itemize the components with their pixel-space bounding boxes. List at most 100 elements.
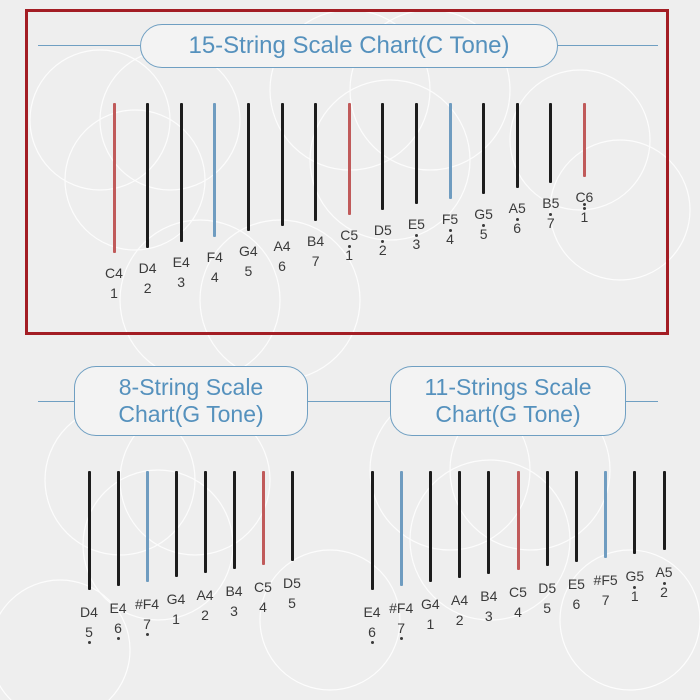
- tine: [347, 103, 351, 216]
- chart-title-8-string-text: 8-String Scale Chart(G Tone): [118, 374, 264, 427]
- octave-up-dot: [515, 218, 519, 222]
- tine: [662, 471, 666, 550]
- note-label: E4: [109, 599, 127, 616]
- note-label: E5: [407, 216, 425, 233]
- note-label: G4: [421, 596, 440, 612]
- octave-down-dot: [116, 636, 120, 640]
- tine: [458, 471, 462, 578]
- degree-label: 2: [455, 612, 464, 628]
- tine: [280, 103, 284, 226]
- degree-label: 7: [397, 620, 406, 636]
- octave-down-dot: [87, 641, 91, 644]
- degree-label: 6: [278, 258, 286, 274]
- degree-label: 7: [311, 252, 320, 269]
- tine: [428, 471, 432, 582]
- tine: [414, 103, 418, 205]
- chart-title-11-string-text: 11-Strings Scale Chart(G Tone): [424, 374, 592, 427]
- degree-label: 7: [546, 214, 555, 231]
- degree-label: 3: [484, 608, 493, 624]
- tine: [145, 471, 149, 582]
- tine: [633, 471, 637, 554]
- tine: [549, 103, 553, 183]
- tine: [246, 103, 250, 232]
- note-label: #F5: [593, 572, 618, 588]
- note-label: A5: [655, 564, 673, 580]
- note-label: A4: [273, 238, 291, 254]
- note-label: B5: [542, 194, 560, 211]
- tine: [487, 471, 491, 574]
- chart-title-8-string: 8-String Scale Chart(G Tone): [74, 366, 308, 436]
- title-rule-8-left: [38, 401, 74, 402]
- note-label: C4: [105, 265, 123, 281]
- tine: [213, 103, 217, 237]
- degree-label: 6: [368, 624, 376, 640]
- tine: [87, 471, 91, 590]
- degree-label: 4: [210, 268, 219, 285]
- note-label: G5: [474, 205, 493, 222]
- note-label: #F4: [134, 595, 160, 612]
- degree-label: 7: [601, 592, 610, 608]
- tine: [381, 103, 385, 210]
- degree-label: 1: [110, 285, 118, 301]
- note-label: #F4: [389, 600, 414, 616]
- tine: [179, 103, 183, 243]
- title-rule-left: [38, 45, 140, 46]
- note-label: A5: [508, 200, 526, 217]
- title-rule-right: [558, 45, 658, 46]
- degree-label: 1: [630, 588, 639, 604]
- tine: [574, 471, 578, 562]
- note-label: B4: [307, 232, 325, 249]
- degree-label: 2: [378, 241, 387, 258]
- note-label: C5: [509, 584, 527, 600]
- degree-label: 5: [85, 624, 93, 640]
- tine: [116, 471, 120, 586]
- tine: [604, 471, 608, 558]
- degree-label: 6: [513, 220, 522, 237]
- degree-label: 6: [114, 619, 122, 636]
- note-label: E4: [363, 604, 381, 620]
- tine: [146, 103, 150, 248]
- note-label: C5: [254, 578, 272, 595]
- octave-up-dot: [347, 245, 351, 249]
- note-label: F5: [441, 211, 459, 227]
- octave-up-dot: [582, 207, 586, 211]
- tine: [399, 471, 403, 586]
- chart-title-15-string-text: 15-String Scale Chart(C Tone): [188, 32, 510, 59]
- title-rule-11-right: [626, 401, 658, 402]
- note-label: G5: [625, 568, 645, 584]
- degree-label: 5: [479, 225, 488, 242]
- degree-label: 3: [230, 603, 238, 619]
- degree-label: 2: [143, 279, 152, 296]
- note-label: B4: [480, 588, 498, 604]
- note-label: B4: [225, 583, 243, 599]
- degree-label: 1: [580, 209, 589, 226]
- octave-up-dot: [381, 239, 385, 243]
- tine: [261, 471, 265, 565]
- degree-label: 2: [201, 607, 209, 624]
- tine: [203, 471, 207, 574]
- note-label: G4: [239, 243, 258, 260]
- note-label: E4: [172, 254, 190, 271]
- tine: [314, 103, 318, 221]
- tine: [545, 471, 549, 566]
- degree-label: 1: [345, 247, 354, 264]
- tine: [112, 103, 116, 253]
- tine: [448, 103, 452, 199]
- note-label: D5: [373, 221, 392, 238]
- degree-label: 2: [660, 584, 668, 600]
- chart-title-11-string: 11-Strings Scale Chart(G Tone): [390, 366, 626, 436]
- octave-up-dot: [482, 223, 486, 227]
- degree-label: 6: [572, 596, 581, 612]
- octave-up-dot: [662, 582, 666, 585]
- tine: [174, 471, 178, 578]
- note-label: E5: [567, 576, 585, 592]
- octave-up-dot: [549, 212, 553, 216]
- degree-label: 4: [514, 604, 522, 620]
- note-label: D5: [538, 580, 557, 596]
- degree-label: 4: [259, 598, 267, 615]
- c-tone-chart-frame: [25, 9, 669, 335]
- octave-up-dot: [582, 203, 586, 207]
- tine: [290, 471, 294, 561]
- note-label: G4: [166, 591, 186, 608]
- degree-label: 5: [543, 600, 552, 616]
